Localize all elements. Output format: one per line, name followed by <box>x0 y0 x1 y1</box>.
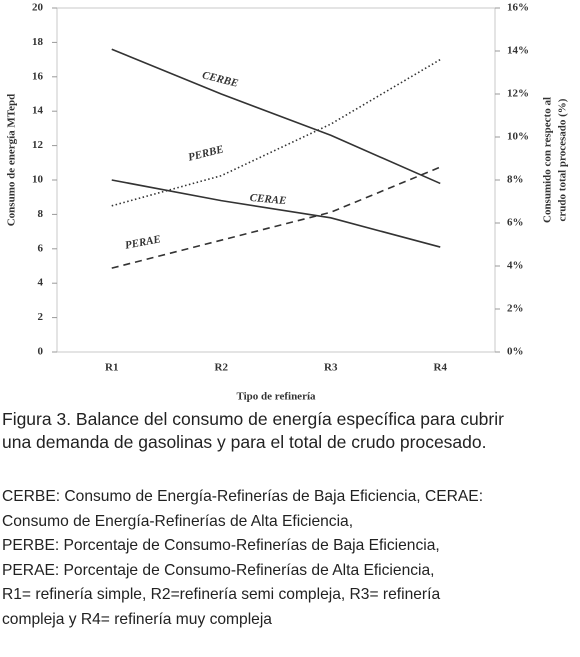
y-tick-label: 20 <box>32 2 44 14</box>
notes-line: PERAE: Porcentaje de Consumo-Refinerías … <box>2 561 435 579</box>
series-line <box>111 166 441 269</box>
y-tick-label: 8 <box>38 208 44 220</box>
notes-line: PERBE: Porcentaje de Consumo-Refinerías … <box>2 537 440 555</box>
y2-axis-label: Consumido con respecto al <box>542 97 554 223</box>
y2-tick-label: 16% <box>507 2 529 14</box>
y-tick-label: 0 <box>38 346 44 358</box>
y2-tick-label: 4% <box>507 260 524 272</box>
y-tick-label: 2 <box>38 311 44 323</box>
x-tick-label: R4 <box>434 362 448 374</box>
y-axis-label: Consumo de energía MTepd <box>6 94 18 227</box>
y2-tick-label: 10% <box>507 131 529 143</box>
notes-line: R1= refinería simple, R2=refinería semi … <box>2 586 441 604</box>
series-label: PERAE <box>124 233 162 252</box>
series-label: PERBE <box>187 143 225 163</box>
y2-tick-label: 2% <box>507 303 524 315</box>
x-axis-label: Tipo de refinería <box>236 391 316 403</box>
y-tick-label: 4 <box>38 277 44 289</box>
y2-tick-label: 14% <box>507 45 529 57</box>
x-tick-label: R3 <box>324 362 338 374</box>
y-tick-label: 18 <box>32 36 44 48</box>
notes: CERBE: Consumo de Energía-Refinerías de … <box>2 485 483 633</box>
y2-tick-label: 8% <box>507 174 524 186</box>
x-tick-label: R2 <box>215 362 229 374</box>
x-tick-label: R1 <box>105 362 118 374</box>
caption: Figura 3. Balance del consumo de energía… <box>2 408 504 454</box>
notes-line: CERBE: Consumo de Energía-Refinerías de … <box>2 488 484 505</box>
y2-tick-label: 0% <box>507 346 524 358</box>
y2-tick-label: 6% <box>507 217 524 229</box>
y-tick-label: 10 <box>32 174 44 186</box>
caption-line: Figura 3. Balance del consumo de energía… <box>2 409 504 429</box>
y2-axis-label: crudo total procesado (%) <box>557 98 569 221</box>
series-label: CERAE <box>249 192 287 207</box>
caption-line: una demanda de gasolinas y para el total… <box>2 432 487 452</box>
notes-line: Consumo de Energía-Refinerías de Alta Ef… <box>2 512 354 530</box>
y-tick-label: 12 <box>32 139 44 151</box>
chart: Tipo de refinería Consumo de energía MTe… <box>6 2 569 403</box>
y-tick-label: 14 <box>32 105 44 117</box>
series-line <box>111 58 441 207</box>
y-tick-label: 16 <box>32 70 44 82</box>
plot-frame <box>56 7 496 353</box>
series-line <box>111 48 441 185</box>
y2-tick-label: 12% <box>507 88 529 100</box>
y-tick-label: 6 <box>38 242 44 254</box>
notes-line: compleja y R4= refinería muy compleja <box>2 610 272 628</box>
series-line <box>111 179 441 248</box>
series-label: CERBE <box>201 69 240 90</box>
